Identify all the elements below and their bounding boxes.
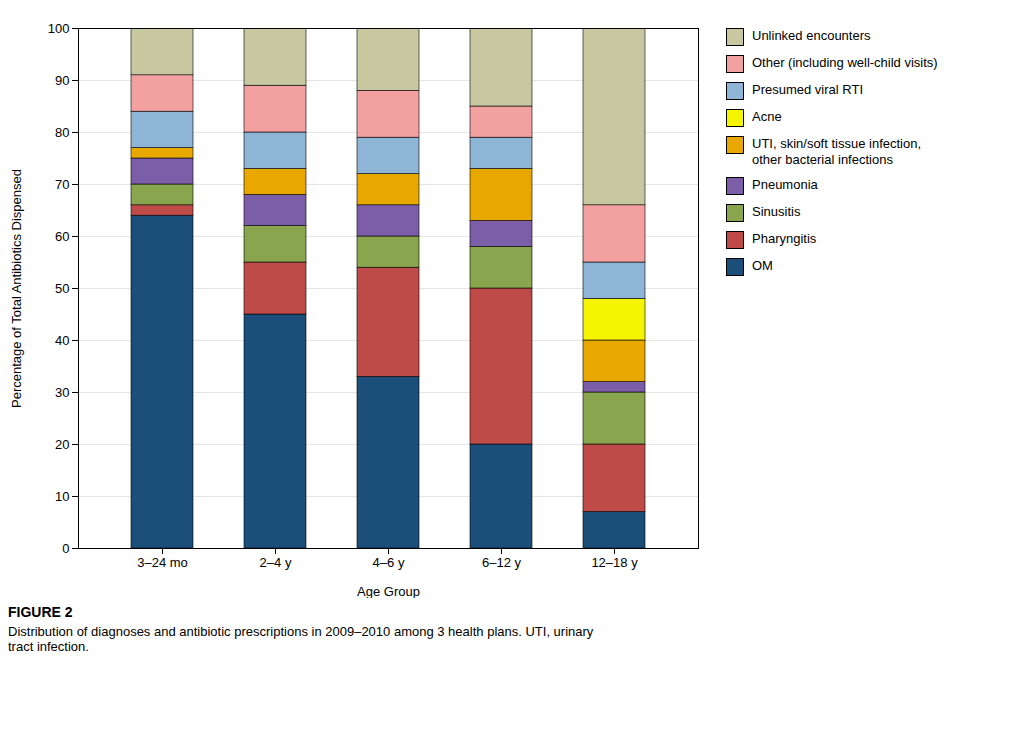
html-text:Unlinked encounters: Unlinked encounters bbox=[752, 28, 871, 43]
html-text:FIGURE 2: FIGURE 2 bbox=[8, 604, 73, 620]
html-text:Presumed viral RTI: Presumed viral RTI bbox=[752, 82, 863, 97]
svg-text:10: 10 bbox=[55, 489, 69, 504]
svg-text:100: 100 bbox=[48, 21, 70, 36]
svg-text:2–4 y: 2–4 y bbox=[260, 555, 292, 570]
svg-text:50: 50 bbox=[55, 281, 69, 296]
svg-text:70: 70 bbox=[55, 177, 69, 192]
svg-text:90: 90 bbox=[55, 73, 69, 88]
svg-text:60: 60 bbox=[55, 229, 69, 244]
svg-text:30: 30 bbox=[55, 385, 69, 400]
svg-text:80: 80 bbox=[55, 125, 69, 140]
html-text:Distribution of diagnoses and: Distribution of diagnoses and antibiotic… bbox=[8, 624, 594, 654]
html-text:Pharyngitis: Pharyngitis bbox=[752, 231, 817, 246]
svg-text:4–6 y: 4–6 y bbox=[373, 555, 405, 570]
svg-text:12–18 y: 12–18 y bbox=[591, 555, 638, 570]
svg-text:0: 0 bbox=[62, 541, 69, 556]
html-text:Acne: Acne bbox=[752, 109, 782, 124]
svg-text:Percentage of Total Antibiotic: Percentage of Total Antibiotics Dispense… bbox=[9, 169, 24, 408]
html-text:OM: OM bbox=[752, 258, 773, 273]
html-text:UTI, skin/soft tissue infectio: UTI, skin/soft tissue infection, other b… bbox=[752, 136, 922, 167]
svg-text:3–24 mo: 3–24 mo bbox=[137, 555, 188, 570]
html-text:Other (including well-child vi: Other (including well-child visits) bbox=[752, 55, 938, 70]
html-text:Pneumonia: Pneumonia bbox=[752, 177, 818, 192]
svg-text:40: 40 bbox=[55, 333, 69, 348]
svg-text:Age Group: Age Group bbox=[357, 584, 420, 599]
svg-text:6–12 y: 6–12 y bbox=[482, 555, 522, 570]
html-text:Sinusitis: Sinusitis bbox=[752, 204, 801, 219]
svg-text:20: 20 bbox=[55, 437, 69, 452]
